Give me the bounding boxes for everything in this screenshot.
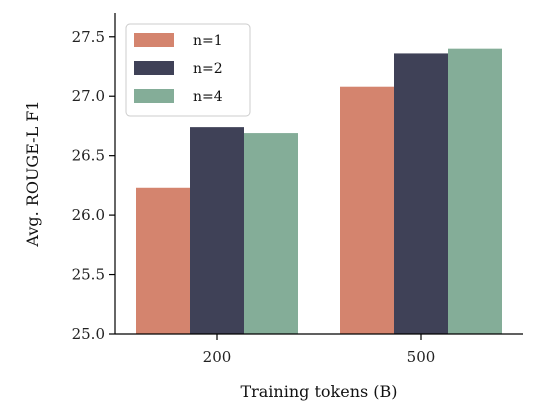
legend-label: n=1 bbox=[193, 33, 223, 49]
x-tick-label: 500 bbox=[407, 348, 436, 366]
x-axis-ticks: 200 500 bbox=[203, 334, 436, 366]
y-tick-label: 27.0 bbox=[72, 87, 105, 105]
y-tick-label: 26.0 bbox=[72, 206, 105, 224]
y-tick-label: 25.5 bbox=[72, 266, 105, 284]
bar-n4-500 bbox=[448, 48, 502, 335]
bar-n1-500 bbox=[340, 86, 394, 334]
bar-n4-200 bbox=[244, 133, 298, 334]
bar-n2-500 bbox=[394, 53, 448, 335]
legend-label: n=4 bbox=[193, 89, 223, 105]
bar-n1-200 bbox=[136, 187, 190, 334]
legend-label: n=2 bbox=[193, 61, 223, 77]
legend-swatch bbox=[134, 89, 174, 103]
legend: n=1 n=2 n=4 bbox=[125, 23, 251, 117]
y-tick-label: 27.5 bbox=[72, 28, 105, 46]
x-axis-label: Training tokens (B) bbox=[240, 382, 397, 401]
bar-n2-200 bbox=[190, 127, 244, 334]
y-tick-label: 26.5 bbox=[72, 147, 105, 165]
legend-swatch bbox=[134, 61, 174, 75]
legend-swatch bbox=[134, 33, 174, 47]
y-axis-ticks: 25.0 25.5 26.0 26.5 27.0 27.5 bbox=[72, 28, 115, 343]
bars-group bbox=[136, 48, 502, 335]
y-tick-label: 25.0 bbox=[72, 325, 105, 343]
x-tick-label: 200 bbox=[203, 348, 232, 366]
y-axis-label: Avg. ROUGE-L F1 bbox=[23, 100, 42, 247]
